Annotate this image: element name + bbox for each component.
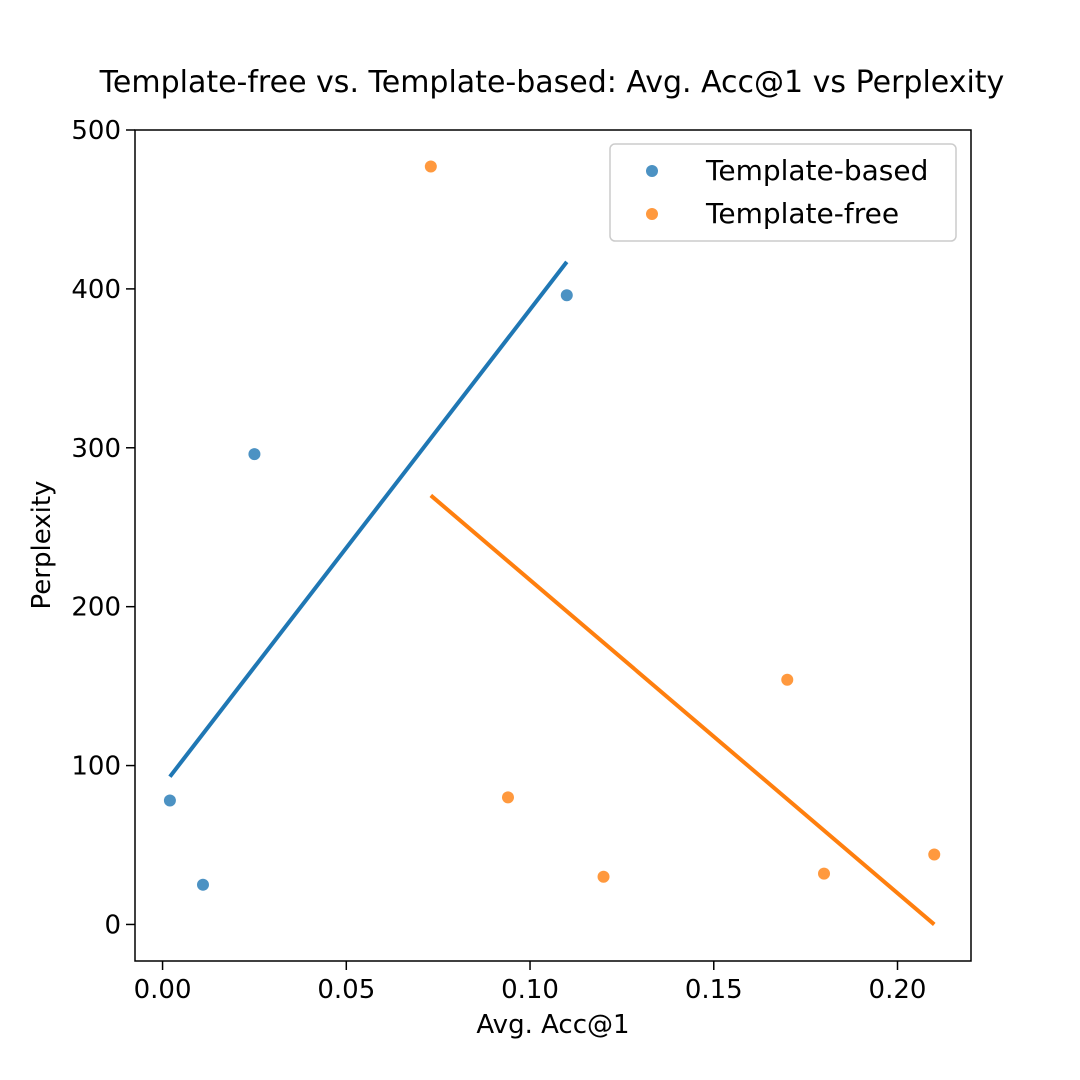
- x-tick-label: 0.00: [134, 975, 192, 1005]
- template-based-point: [163, 794, 176, 807]
- legend: Template-based Template-free: [609, 143, 957, 242]
- y-tick-label: 100: [71, 752, 121, 782]
- trend-lines: [168, 260, 936, 926]
- legend-box: [609, 143, 957, 242]
- template-free-point: [781, 673, 794, 686]
- template-free-point: [928, 848, 941, 861]
- chart-title: Template-free vs. Template-based: Avg. A…: [99, 65, 1005, 100]
- y-tick-label: 400: [71, 275, 121, 305]
- x-axis: 0.00 0.05 0.10 0.15 0.20: [134, 961, 927, 1005]
- data-points: [163, 160, 941, 891]
- template-based-point: [560, 289, 573, 302]
- template-free-trend-line: [429, 493, 936, 926]
- legend-marker-template-free: [646, 208, 658, 220]
- legend-label-template-free: Template-free: [705, 197, 899, 230]
- plot-area-frame: [134, 129, 972, 962]
- template-free-point: [597, 870, 610, 883]
- template-based-trend-line: [168, 260, 569, 778]
- y-axis-label: Perplexity: [27, 481, 57, 610]
- legend-marker-template-based: [646, 165, 658, 177]
- template-based-point: [196, 878, 209, 891]
- x-axis-label: Avg. Acc@1: [476, 1010, 629, 1040]
- y-axis: 0 100 200 300 400 500: [71, 116, 135, 940]
- x-tick-label: 0.15: [685, 975, 743, 1005]
- y-tick-label: 0: [104, 910, 121, 940]
- y-tick-label: 500: [71, 116, 121, 146]
- template-based-point: [248, 448, 261, 461]
- template-free-point: [501, 791, 514, 804]
- x-tick-label: 0.10: [501, 975, 559, 1005]
- legend-label-template-based: Template-based: [705, 154, 928, 187]
- y-tick-label: 200: [71, 593, 121, 623]
- y-tick-label: 300: [71, 434, 121, 464]
- template-free-point: [818, 867, 831, 880]
- x-tick-label: 0.20: [869, 975, 927, 1005]
- template-free-point: [424, 160, 437, 173]
- x-tick-label: 0.05: [317, 975, 375, 1005]
